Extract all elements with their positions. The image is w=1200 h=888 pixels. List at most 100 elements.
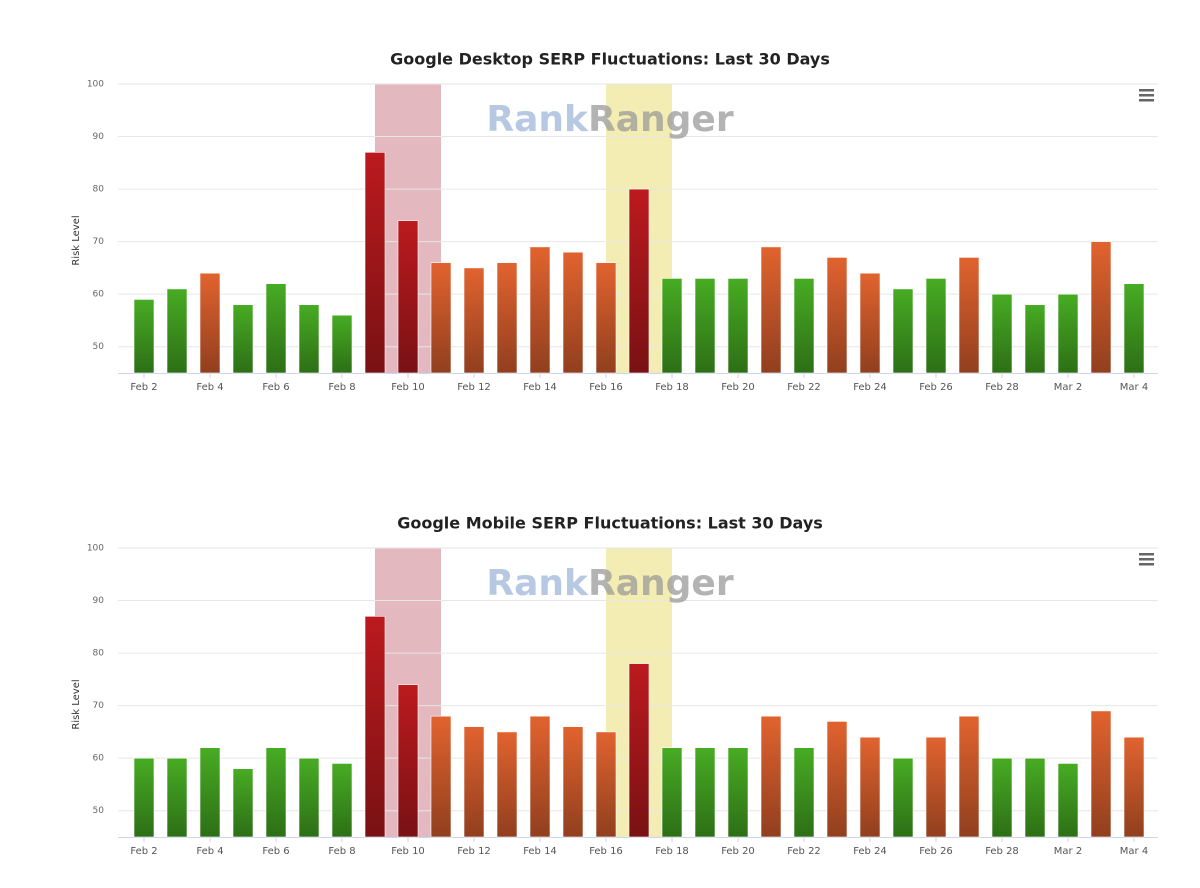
x-tick-label: Feb 20 [721,846,755,857]
y-tick-label: 100 [87,544,104,554]
bar [364,616,386,838]
x-tick-label: Feb 22 [787,846,821,857]
bar [1090,710,1112,838]
x-tick-label: Feb 22 [787,382,821,393]
watermark: RankRanger [486,563,733,604]
bar [1024,757,1046,838]
x-tick-label: Feb 28 [985,846,1019,857]
bar [430,262,452,374]
x-tick-label: Feb 26 [919,382,953,393]
bar [1090,241,1112,374]
menu-icon-line [1139,94,1154,97]
bar [232,304,254,374]
bar [958,715,980,838]
x-tick-label: Feb 8 [328,846,355,857]
bar [265,747,287,838]
bar [133,757,155,838]
x-tick-label: Mar 2 [1054,382,1082,393]
bar [397,220,419,374]
bar [298,304,320,374]
bar [1024,304,1046,374]
bar [760,246,782,374]
x-tick-label: Feb 12 [457,846,491,857]
bar [265,283,287,374]
bar [562,726,584,838]
bar [364,152,386,374]
bar [430,715,452,838]
bar [826,257,848,374]
chart-title: Google Mobile SERP Fluctuations: Last 30… [397,514,823,533]
y-tick-label: 80 [93,185,105,195]
bar [925,736,947,838]
x-tick-label: Feb 18 [655,382,689,393]
bar [991,757,1013,838]
x-tick-label: Feb 2 [130,382,157,393]
menu-icon-line [1139,553,1154,556]
bar [892,288,914,374]
bar [133,299,155,374]
bar [529,246,551,374]
x-tick-label: Feb 2 [130,846,157,857]
bar [661,278,683,374]
bar [826,721,848,838]
bar [1057,293,1079,374]
chart-title: Google Desktop SERP Fluctuations: Last 3… [390,50,830,69]
bar [397,684,419,838]
menu-icon-line [1139,563,1154,566]
y-axis-title: Risk Level [71,215,82,265]
bar [991,293,1013,374]
bar [496,731,518,838]
x-tick-label: Feb 16 [589,846,623,857]
bar [958,257,980,374]
bar [331,314,353,374]
bar [199,272,221,374]
x-tick-label: Mar 4 [1120,382,1148,393]
bar [529,715,551,838]
watermark-part: Ranger [588,99,734,140]
y-tick-label: 100 [87,80,104,90]
x-tick-label: Feb 18 [655,846,689,857]
x-tick-label: Feb 8 [328,382,355,393]
y-tick-label: 50 [93,342,105,352]
bar [727,747,749,838]
bar [628,188,650,374]
bar [595,262,617,374]
y-axis-title: Risk Level [71,679,82,729]
bar [793,747,815,838]
x-tick-label: Feb 26 [919,846,953,857]
bar [562,251,584,374]
bar [1123,283,1145,374]
bar [694,278,716,374]
y-tick-label: 60 [93,290,105,300]
menu-icon-line [1139,558,1154,561]
y-tick-label: 60 [93,754,105,764]
bar [760,715,782,838]
x-tick-label: Feb 10 [391,846,425,857]
menu-icon-line [1139,89,1154,92]
bar [595,731,617,838]
y-tick-label: 50 [93,806,105,816]
x-tick-label: Feb 6 [262,382,289,393]
y-tick-label: 70 [93,701,105,711]
x-tick-label: Feb 14 [523,846,557,857]
bar [1123,736,1145,838]
bar [166,757,188,838]
bar [793,278,815,374]
menu-icon-line [1139,99,1154,102]
bar [496,262,518,374]
x-tick-label: Mar 4 [1120,846,1148,857]
bar [166,288,188,374]
x-tick-label: Feb 6 [262,846,289,857]
watermark-part: Rank [486,563,589,604]
bar [1057,763,1079,838]
watermark-part: Ranger [588,563,734,604]
bar [859,272,881,374]
y-tick-label: 70 [93,237,105,247]
y-tick-label: 90 [93,132,105,142]
bar [199,747,221,838]
bar [298,757,320,838]
watermark-part: Rank [486,99,589,140]
x-tick-label: Feb 4 [196,382,223,393]
x-tick-label: Feb 10 [391,382,425,393]
